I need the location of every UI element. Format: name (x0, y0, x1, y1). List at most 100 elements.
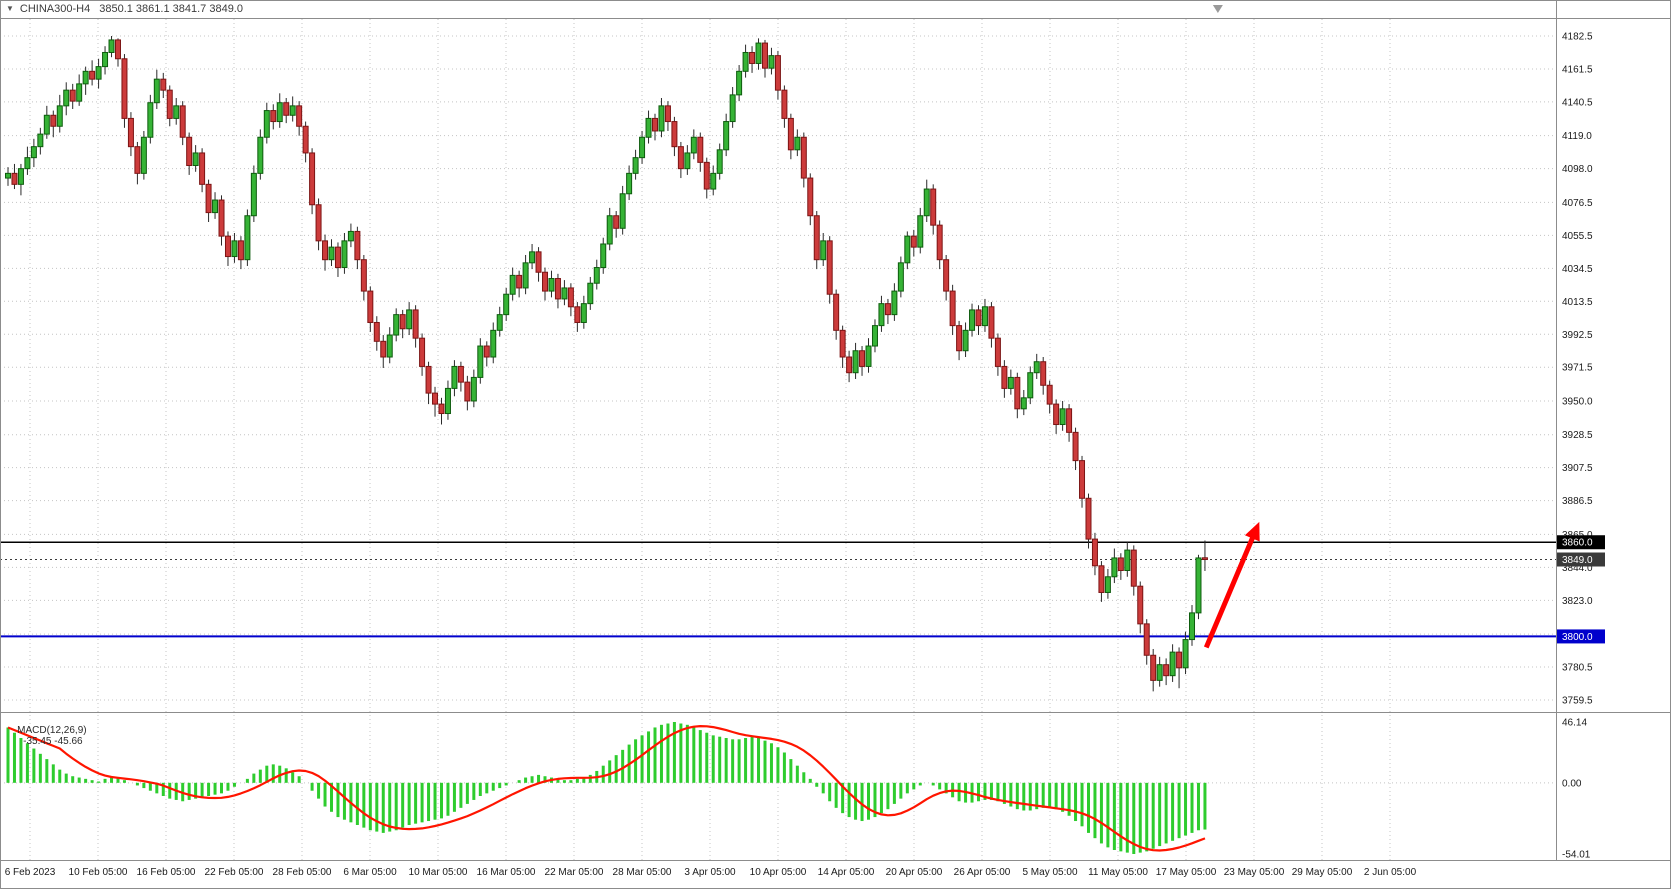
candle-body (50, 114, 57, 127)
candle-body (1001, 365, 1008, 389)
candle-body (347, 230, 354, 242)
candle-body (289, 105, 296, 116)
candle-body (787, 117, 794, 151)
candle-body (755, 42, 762, 64)
candle-body (878, 303, 885, 327)
candle-body (490, 329, 497, 358)
time-axis-tick: 6 Mar 05:00 (343, 867, 397, 878)
candle-body (567, 287, 574, 308)
chart-title: ▼ CHINA300-H4 3850.1 3861.1 3841.7 3849.… (6, 2, 243, 16)
candle-body (871, 325, 878, 347)
candle-body (276, 102, 283, 123)
candle-body (102, 51, 109, 68)
price-axis-labels[interactable]: 4182.5 4161.5 4140.5 4119.0 4098.0 4076.5 4055… (1562, 32, 1593, 861)
candle-body (166, 89, 173, 119)
time-axis-tick: 29 May 05:00 (1292, 867, 1353, 878)
candle-body (1046, 384, 1053, 405)
candle-body (1137, 585, 1144, 625)
candle-body (477, 345, 484, 378)
candle-body (1176, 651, 1183, 669)
candle-body (483, 345, 490, 358)
candle-body (884, 303, 891, 316)
candle-body (1040, 361, 1047, 386)
candle-body (807, 177, 814, 217)
candle-body (535, 251, 542, 273)
candle-body (1091, 538, 1098, 567)
candle-body (723, 121, 730, 151)
candle-body (600, 243, 607, 269)
time-axis-tick: 11 May 05:00 (1088, 867, 1148, 878)
candle-body (244, 215, 251, 261)
macd-axis-tick: 46.14 (1562, 718, 1587, 729)
candle-body (1201, 557, 1208, 561)
candle-body (76, 83, 83, 102)
price-badge (1557, 535, 1605, 550)
candle-body (199, 152, 206, 185)
candle-body (626, 172, 633, 195)
price-axis-tick: 4013.5 (1562, 297, 1593, 308)
candle-body (412, 309, 419, 339)
candle-body (1007, 376, 1014, 389)
candle-body (393, 314, 400, 336)
candle-body (134, 146, 141, 174)
candle-body (613, 215, 620, 229)
candle-body (658, 105, 665, 132)
symbol-dropdown-icon[interactable]: ▼ (6, 4, 14, 13)
candle-body (1053, 403, 1060, 426)
candle-body (664, 105, 671, 123)
candle-body (1079, 460, 1086, 499)
candle-body (212, 199, 219, 214)
candle-body (140, 136, 147, 174)
candle-body (24, 157, 31, 170)
chart-shift-marker[interactable] (1212, 5, 1223, 13)
candle-body (1130, 549, 1137, 587)
candle-body (121, 58, 128, 119)
candle-body (95, 66, 102, 80)
candle-body (37, 133, 44, 148)
trend-arrow[interactable] (1203, 528, 1259, 649)
macd-values: -35.45 -45.66 (23, 736, 83, 747)
candle-body (820, 240, 827, 261)
candle-body (846, 356, 853, 374)
time-axis-tick: 23 May 05:00 (1224, 867, 1285, 878)
candle-body (153, 78, 160, 104)
candle-body (580, 303, 587, 323)
candle-body (5, 172, 11, 179)
candle-body (127, 117, 134, 148)
candle-body (147, 102, 154, 138)
candle-body (645, 117, 652, 138)
time-axis-tick: 28 Mar 05:00 (613, 867, 672, 878)
time-axis-labels[interactable]: 6 Feb 2023 10 Feb 05:00 16 Feb 05:00 22 Feb… (5, 867, 1417, 878)
candle-body (529, 251, 536, 264)
candle-body (593, 267, 600, 284)
candle-body (768, 55, 775, 69)
candle-body (697, 136, 704, 163)
candle-body (774, 55, 781, 91)
candle-body (1104, 576, 1111, 593)
candle-body (11, 172, 18, 185)
candle-body (619, 193, 626, 229)
price-axis-tick: 3823.0 (1562, 596, 1593, 607)
candle-body (89, 70, 96, 80)
candle-body (917, 215, 924, 248)
candle-body (962, 329, 969, 352)
candle-body (671, 121, 678, 148)
price-badge-text: 3849.0 (1562, 555, 1593, 566)
candle-body (988, 306, 995, 339)
price-axis-tick: 3759.5 (1562, 696, 1593, 707)
candle-body (813, 215, 820, 261)
candle-body (309, 152, 316, 206)
macd-axis-tick: -54.01 (1562, 850, 1591, 861)
candle-body (677, 146, 684, 170)
candle-body (949, 290, 956, 327)
candle-body (910, 235, 917, 248)
candle-body (334, 246, 341, 269)
candle-body (425, 365, 432, 394)
candle-body (315, 204, 322, 242)
candle-body (231, 240, 238, 258)
candle-body (17, 168, 24, 185)
candle-body (457, 365, 464, 383)
price-badges: 3860.0 3849.0 3800.0 (1557, 535, 1605, 644)
